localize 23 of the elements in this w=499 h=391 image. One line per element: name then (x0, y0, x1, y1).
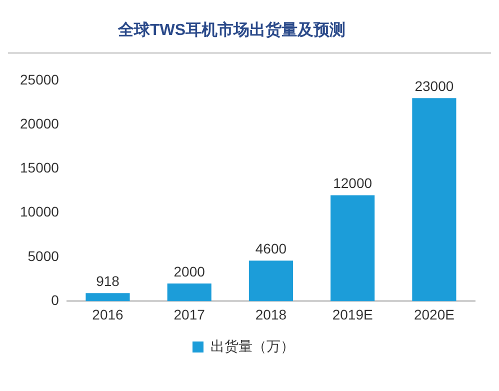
bar (167, 284, 212, 302)
y-tick-label: 20000 (20, 115, 60, 132)
legend-label: 出货量（万） (210, 338, 294, 354)
y-tick-label: 0 (51, 292, 60, 308)
bar (330, 195, 375, 302)
x-tick-label: 2017 (174, 306, 206, 322)
bar (248, 260, 293, 302)
bar (86, 293, 130, 302)
bar (412, 98, 456, 302)
y-tick-label: 10000 (20, 204, 60, 220)
chart-title: 全球TWS耳机市场出货量及预测 (118, 20, 346, 40)
data-label: 12000 (333, 175, 372, 192)
x-tick-label: 2020E (414, 306, 454, 322)
data-label: 23000 (414, 78, 454, 94)
x-tick-label: 2018 (255, 306, 287, 322)
y-tick-label: 5000 (28, 248, 60, 264)
data-label: 4600 (255, 240, 287, 256)
y-tick-label: 15000 (20, 160, 60, 176)
data-label: 918 (96, 272, 120, 289)
y-tick-label: 25000 (20, 71, 60, 88)
x-tick-label: 2019E (332, 306, 373, 322)
x-tick-label: 2016 (92, 306, 124, 322)
data-label: 2000 (174, 263, 206, 280)
